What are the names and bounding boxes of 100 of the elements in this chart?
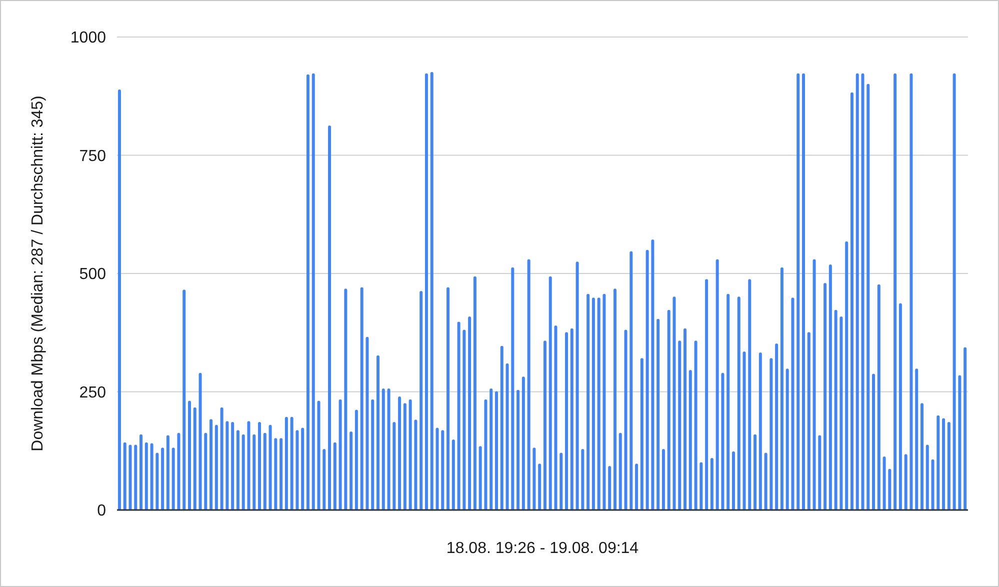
bar — [490, 388, 493, 510]
bar — [726, 294, 730, 510]
bar — [618, 432, 622, 510]
bar — [662, 448, 665, 510]
bar — [506, 363, 509, 510]
bar — [312, 73, 315, 510]
bar — [786, 368, 789, 510]
bar — [915, 368, 918, 510]
bar — [828, 264, 832, 510]
bar — [516, 390, 520, 510]
bar — [597, 298, 600, 510]
bar — [236, 430, 240, 510]
bar — [775, 344, 778, 510]
bar — [942, 418, 946, 510]
bar — [688, 370, 692, 510]
bar — [274, 438, 278, 510]
bar — [420, 291, 423, 510]
bar — [770, 358, 773, 510]
bar — [737, 296, 740, 510]
bar — [446, 287, 450, 510]
bar — [958, 375, 962, 510]
bar — [764, 452, 768, 510]
bar — [226, 421, 229, 510]
bar — [548, 276, 552, 510]
bar — [608, 466, 612, 510]
bar — [684, 328, 687, 510]
bar — [635, 464, 638, 510]
bar — [570, 328, 574, 510]
bar — [602, 294, 606, 510]
bar — [791, 298, 794, 510]
bar — [888, 468, 892, 510]
bar — [538, 464, 542, 510]
bar — [144, 442, 148, 510]
bar — [732, 451, 735, 510]
bar — [452, 440, 455, 510]
bar — [376, 355, 380, 510]
bar — [182, 290, 186, 510]
bar — [280, 438, 283, 510]
bar — [344, 288, 348, 510]
bar — [527, 259, 530, 510]
bar — [204, 432, 208, 510]
bar — [387, 388, 390, 510]
bar — [436, 428, 439, 510]
bar — [592, 298, 595, 510]
bar — [193, 407, 196, 510]
bar — [931, 459, 934, 510]
bar — [398, 396, 402, 510]
bar — [898, 303, 902, 510]
bar — [198, 372, 202, 510]
bar — [290, 416, 294, 510]
bar — [802, 73, 805, 510]
bar — [840, 316, 843, 510]
bar — [613, 288, 616, 510]
bar — [296, 430, 299, 510]
bar — [850, 92, 854, 510]
bar — [818, 435, 822, 510]
bar — [694, 340, 698, 510]
bar — [252, 434, 256, 510]
bar — [754, 434, 757, 510]
bar — [284, 416, 288, 510]
bar — [554, 326, 558, 510]
y-tick-label: 750 — [79, 148, 106, 165]
y-tick-label: 1000 — [70, 30, 106, 47]
bar — [861, 73, 864, 510]
bar — [920, 403, 924, 510]
bar — [952, 73, 956, 510]
bar — [306, 74, 310, 510]
bar — [721, 372, 724, 510]
bar — [473, 276, 476, 510]
bar — [118, 90, 121, 510]
bar — [866, 84, 870, 510]
bar — [705, 279, 708, 510]
bar — [656, 318, 660, 510]
bar — [560, 452, 563, 510]
bar — [231, 422, 234, 510]
bar — [936, 415, 940, 510]
bar — [894, 73, 897, 510]
bar — [258, 422, 262, 510]
bar — [366, 336, 369, 510]
bar — [824, 282, 827, 510]
bar — [484, 399, 488, 510]
bar — [172, 448, 175, 510]
bar — [166, 435, 170, 510]
y-tick-label: 500 — [79, 266, 106, 284]
bar — [651, 239, 654, 510]
bar — [807, 332, 810, 510]
bar — [586, 294, 590, 510]
bar — [462, 330, 466, 510]
bar — [522, 376, 525, 510]
bar — [408, 399, 412, 510]
bar — [543, 340, 546, 510]
y-tick-label: 250 — [79, 384, 106, 402]
bar — [322, 448, 326, 510]
bar — [672, 296, 676, 510]
bar — [926, 444, 929, 510]
bar — [210, 419, 213, 510]
bar — [350, 431, 353, 510]
bar — [796, 73, 800, 510]
y-axis-title: Download Mbps (Median: 287 / Durchschnitt: 345) — [30, 96, 46, 452]
bar — [630, 251, 633, 510]
